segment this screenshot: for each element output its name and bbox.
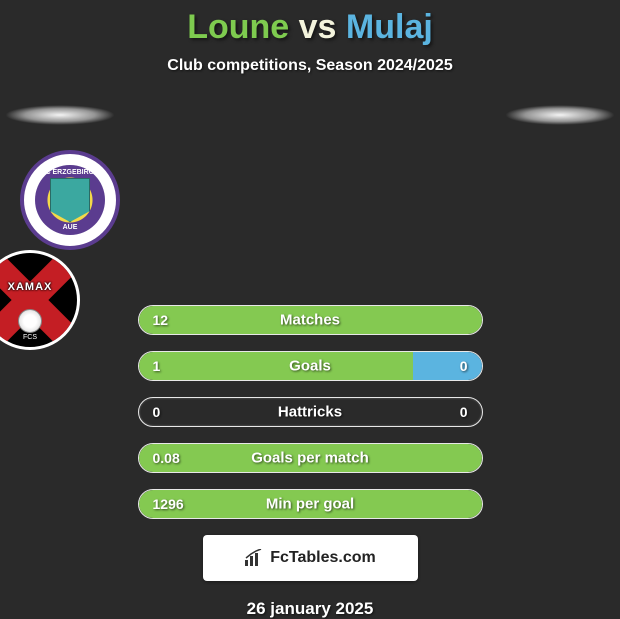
xamax-logo-inner: XAMAX FCS bbox=[0, 253, 77, 347]
stat-label: Min per goal bbox=[139, 496, 482, 513]
watermark-text: FcTables.com bbox=[270, 549, 376, 567]
stat-row: 0.08Goals per match bbox=[138, 443, 483, 473]
aue-logo-text-top: FC ERZGEBIRGE bbox=[35, 169, 105, 176]
stat-row: 1296Min per goal bbox=[138, 489, 483, 519]
aue-logo-shield bbox=[50, 178, 90, 222]
xamax-x-icon bbox=[0, 253, 77, 347]
stat-label: Goals bbox=[139, 358, 482, 375]
subtitle: Club competitions, Season 2024/2025 bbox=[0, 57, 620, 75]
aue-logo-text-bottom: AUE bbox=[35, 224, 105, 231]
chart-icon bbox=[244, 549, 264, 567]
xamax-ball-icon bbox=[18, 309, 42, 333]
player2-silhouette-shadow bbox=[505, 105, 615, 125]
stat-row: 10Goals bbox=[138, 351, 483, 381]
vs-text: vs bbox=[299, 8, 337, 46]
stat-label: Matches bbox=[139, 312, 482, 329]
watermark: FcTables.com bbox=[203, 535, 418, 581]
player1-silhouette-shadow bbox=[5, 105, 115, 125]
stat-row: 00Hattricks bbox=[138, 397, 483, 427]
stat-row: 12Matches bbox=[138, 305, 483, 335]
stat-label: Goals per match bbox=[139, 450, 482, 467]
stat-label: Hattricks bbox=[139, 404, 482, 421]
comparison-card: Loune vs Mulaj Club competitions, Season… bbox=[0, 0, 620, 619]
xamax-band-text: XAMAX bbox=[0, 281, 77, 293]
xamax-sub-text: FCS bbox=[23, 334, 37, 341]
aue-logo-inner: FC ERZGEBIRGE AUE bbox=[35, 165, 105, 235]
stats-list: 12Matches 10Goals 00Hattricks 0.08Goals per… bbox=[138, 305, 483, 519]
club-logo-left: FC ERZGEBIRGE AUE bbox=[20, 150, 120, 250]
date-text: 26 january 2025 bbox=[0, 599, 620, 619]
player1-name: Loune bbox=[187, 8, 289, 46]
player2-name: Mulaj bbox=[346, 8, 433, 46]
title: Loune vs Mulaj bbox=[0, 8, 620, 47]
main-area: FC ERZGEBIRGE AUE XAMAX FCS 12Matches 10G… bbox=[0, 105, 620, 619]
club-logo-right: XAMAX FCS bbox=[0, 250, 80, 350]
